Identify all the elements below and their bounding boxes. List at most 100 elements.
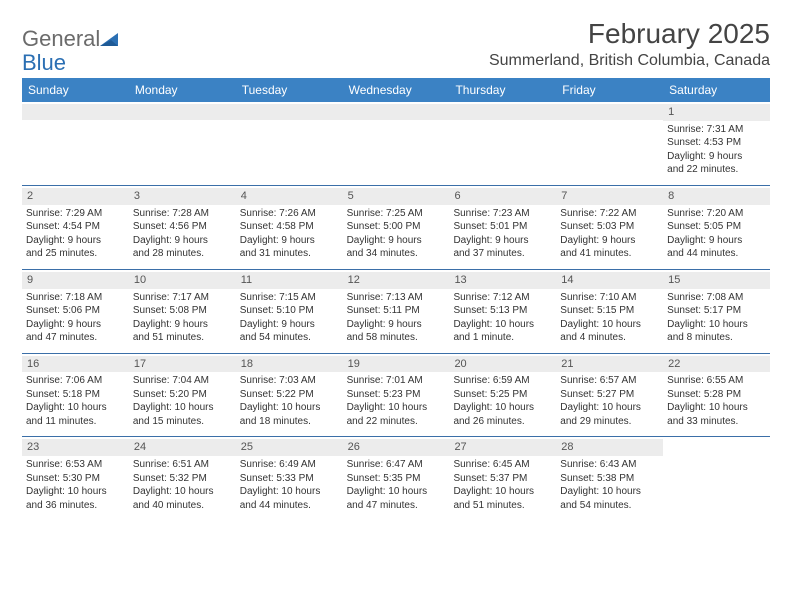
- calendar-week-row: 16Sunrise: 7:06 AMSunset: 5:18 PMDayligh…: [22, 353, 770, 437]
- calendar-cell: 27Sunrise: 6:45 AMSunset: 5:37 PMDayligh…: [449, 437, 556, 520]
- cell-daylight2: and 41 minutes.: [560, 247, 659, 261]
- calendar-cell: 9Sunrise: 7:18 AMSunset: 5:06 PMDaylight…: [22, 270, 129, 353]
- day-number: 11: [236, 272, 343, 289]
- cell-daylight1: Daylight: 9 hours: [347, 234, 446, 248]
- calendar-cell: 25Sunrise: 6:49 AMSunset: 5:33 PMDayligh…: [236, 437, 343, 520]
- cell-sunset: Sunset: 5:17 PM: [667, 304, 766, 318]
- calendar-cell: 10Sunrise: 7:17 AMSunset: 5:08 PMDayligh…: [129, 270, 236, 353]
- cell-sunrise: Sunrise: 6:57 AM: [560, 374, 659, 388]
- weekday-header-row: SundayMondayTuesdayWednesdayThursdayFrid…: [22, 78, 770, 102]
- calendar-cell-empty: [236, 102, 343, 185]
- logo-text-general: General: [22, 26, 100, 52]
- cell-daylight1: Daylight: 10 hours: [240, 485, 339, 499]
- cell-daylight2: and 54 minutes.: [560, 499, 659, 513]
- cell-daylight1: Daylight: 9 hours: [667, 234, 766, 248]
- cell-daylight1: Daylight: 9 hours: [240, 318, 339, 332]
- day-number: 13: [449, 272, 556, 289]
- cell-daylight1: Daylight: 10 hours: [347, 401, 446, 415]
- month-title: February 2025: [489, 18, 770, 50]
- cell-daylight2: and 40 minutes.: [133, 499, 232, 513]
- cell-daylight1: Daylight: 10 hours: [560, 401, 659, 415]
- cell-sunrise: Sunrise: 7:28 AM: [133, 207, 232, 221]
- day-number: 10: [129, 272, 236, 289]
- calendar-cell: 17Sunrise: 7:04 AMSunset: 5:20 PMDayligh…: [129, 354, 236, 437]
- calendar-cell: 28Sunrise: 6:43 AMSunset: 5:38 PMDayligh…: [556, 437, 663, 520]
- cell-sunset: Sunset: 4:53 PM: [667, 136, 766, 150]
- cell-daylight2: and 15 minutes.: [133, 415, 232, 429]
- cell-sunrise: Sunrise: 6:51 AM: [133, 458, 232, 472]
- header: General February 2025 Summerland, Britis…: [22, 18, 770, 70]
- calendar-cell-empty: [343, 102, 450, 185]
- calendar-cell: 19Sunrise: 7:01 AMSunset: 5:23 PMDayligh…: [343, 354, 450, 437]
- weekday-header: Wednesday: [343, 78, 450, 102]
- calendar-cell: 4Sunrise: 7:26 AMSunset: 4:58 PMDaylight…: [236, 186, 343, 269]
- cell-sunrise: Sunrise: 7:03 AM: [240, 374, 339, 388]
- cell-sunset: Sunset: 5:00 PM: [347, 220, 446, 234]
- day-number: 27: [449, 439, 556, 456]
- day-number: 2: [22, 188, 129, 205]
- day-number: 19: [343, 356, 450, 373]
- cell-sunset: Sunset: 5:20 PM: [133, 388, 232, 402]
- cell-sunset: Sunset: 5:32 PM: [133, 472, 232, 486]
- logo-text-blue: Blue: [22, 50, 66, 76]
- cell-sunset: Sunset: 5:01 PM: [453, 220, 552, 234]
- cell-daylight2: and 47 minutes.: [26, 331, 125, 345]
- cell-sunrise: Sunrise: 6:49 AM: [240, 458, 339, 472]
- day-number: 28: [556, 439, 663, 456]
- cell-sunset: Sunset: 5:05 PM: [667, 220, 766, 234]
- cell-daylight2: and 58 minutes.: [347, 331, 446, 345]
- calendar-week-row: 23Sunrise: 6:53 AMSunset: 5:30 PMDayligh…: [22, 436, 770, 520]
- location: Summerland, British Columbia, Canada: [489, 52, 770, 70]
- cell-sunrise: Sunrise: 7:31 AM: [667, 123, 766, 137]
- cell-daylight1: Daylight: 10 hours: [240, 401, 339, 415]
- cell-daylight2: and 47 minutes.: [347, 499, 446, 513]
- day-number: 16: [22, 356, 129, 373]
- day-number: [343, 104, 450, 120]
- weekday-header: Friday: [556, 78, 663, 102]
- calendar-cell: 6Sunrise: 7:23 AMSunset: 5:01 PMDaylight…: [449, 186, 556, 269]
- cell-sunrise: Sunrise: 7:13 AM: [347, 291, 446, 305]
- cell-sunrise: Sunrise: 7:18 AM: [26, 291, 125, 305]
- cell-sunset: Sunset: 5:27 PM: [560, 388, 659, 402]
- cell-daylight2: and 54 minutes.: [240, 331, 339, 345]
- cell-sunset: Sunset: 4:54 PM: [26, 220, 125, 234]
- cell-daylight1: Daylight: 9 hours: [453, 234, 552, 248]
- calendar-cell: 1Sunrise: 7:31 AMSunset: 4:53 PMDaylight…: [663, 102, 770, 185]
- cell-daylight1: Daylight: 10 hours: [667, 318, 766, 332]
- day-number: [22, 104, 129, 120]
- cell-daylight1: Daylight: 10 hours: [26, 401, 125, 415]
- cell-sunset: Sunset: 5:30 PM: [26, 472, 125, 486]
- day-number: 20: [449, 356, 556, 373]
- day-number: [129, 104, 236, 120]
- calendar-cell: 12Sunrise: 7:13 AMSunset: 5:11 PMDayligh…: [343, 270, 450, 353]
- day-number: 5: [343, 188, 450, 205]
- cell-daylight2: and 51 minutes.: [133, 331, 232, 345]
- cell-sunrise: Sunrise: 7:06 AM: [26, 374, 125, 388]
- cell-daylight1: Daylight: 10 hours: [26, 485, 125, 499]
- day-number: 7: [556, 188, 663, 205]
- cell-daylight1: Daylight: 10 hours: [560, 485, 659, 499]
- cell-daylight2: and 44 minutes.: [240, 499, 339, 513]
- calendar-cell: 15Sunrise: 7:08 AMSunset: 5:17 PMDayligh…: [663, 270, 770, 353]
- cell-daylight2: and 8 minutes.: [667, 331, 766, 345]
- day-number: [236, 104, 343, 120]
- cell-daylight2: and 18 minutes.: [240, 415, 339, 429]
- calendar-cell: 3Sunrise: 7:28 AMSunset: 4:56 PMDaylight…: [129, 186, 236, 269]
- cell-daylight1: Daylight: 10 hours: [667, 401, 766, 415]
- cell-sunset: Sunset: 5:38 PM: [560, 472, 659, 486]
- title-block: February 2025 Summerland, British Columb…: [489, 18, 770, 70]
- cell-sunset: Sunset: 5:03 PM: [560, 220, 659, 234]
- calendar-cell: 11Sunrise: 7:15 AMSunset: 5:10 PMDayligh…: [236, 270, 343, 353]
- calendar-cell: 7Sunrise: 7:22 AMSunset: 5:03 PMDaylight…: [556, 186, 663, 269]
- calendar-cell: 26Sunrise: 6:47 AMSunset: 5:35 PMDayligh…: [343, 437, 450, 520]
- cell-daylight1: Daylight: 9 hours: [240, 234, 339, 248]
- cell-sunrise: Sunrise: 6:59 AM: [453, 374, 552, 388]
- cell-daylight1: Daylight: 9 hours: [347, 318, 446, 332]
- cell-sunset: Sunset: 4:56 PM: [133, 220, 232, 234]
- cell-daylight1: Daylight: 9 hours: [667, 150, 766, 164]
- day-number: 15: [663, 272, 770, 289]
- cell-sunrise: Sunrise: 6:55 AM: [667, 374, 766, 388]
- cell-daylight2: and 51 minutes.: [453, 499, 552, 513]
- cell-daylight2: and 4 minutes.: [560, 331, 659, 345]
- cell-sunset: Sunset: 5:15 PM: [560, 304, 659, 318]
